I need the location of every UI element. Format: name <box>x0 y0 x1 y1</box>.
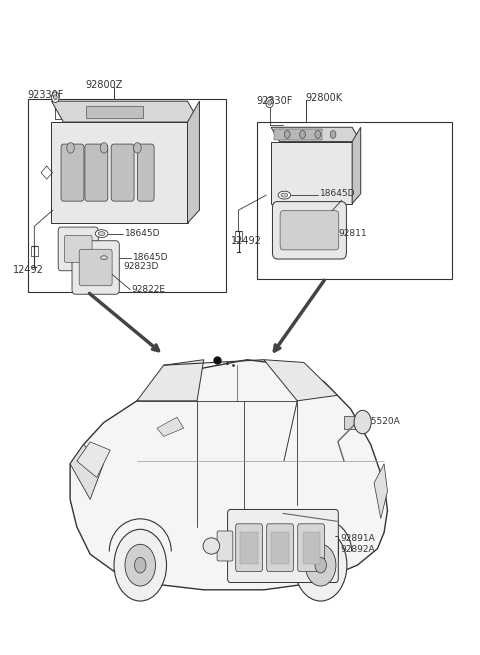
Circle shape <box>315 557 326 573</box>
FancyBboxPatch shape <box>72 241 119 294</box>
Ellipse shape <box>98 232 105 236</box>
FancyBboxPatch shape <box>111 144 134 201</box>
Bar <box>240 532 258 564</box>
Bar <box>274 130 322 140</box>
Circle shape <box>67 143 74 153</box>
Bar <box>86 106 144 118</box>
Text: 92330F: 92330F <box>257 96 293 105</box>
Text: 92330F: 92330F <box>28 90 64 100</box>
Text: 18645D: 18645D <box>124 229 160 238</box>
Bar <box>302 532 320 564</box>
Bar <box>51 122 188 223</box>
FancyBboxPatch shape <box>280 211 339 250</box>
Text: 92891A: 92891A <box>340 534 375 543</box>
Circle shape <box>114 529 167 601</box>
Circle shape <box>100 143 108 153</box>
Circle shape <box>268 100 272 105</box>
FancyBboxPatch shape <box>79 250 112 286</box>
Circle shape <box>354 410 371 434</box>
FancyBboxPatch shape <box>273 202 347 259</box>
Polygon shape <box>70 445 104 499</box>
Polygon shape <box>51 101 199 122</box>
Ellipse shape <box>100 255 108 259</box>
Text: 18645D: 18645D <box>320 189 355 198</box>
Bar <box>271 141 352 204</box>
Ellipse shape <box>278 191 291 199</box>
Circle shape <box>134 557 146 573</box>
FancyBboxPatch shape <box>137 144 154 201</box>
Circle shape <box>51 92 59 102</box>
FancyBboxPatch shape <box>236 524 263 571</box>
FancyBboxPatch shape <box>298 524 324 571</box>
Circle shape <box>133 143 141 153</box>
Polygon shape <box>374 464 387 519</box>
Polygon shape <box>77 442 110 477</box>
Polygon shape <box>188 101 199 223</box>
Text: 92800Z: 92800Z <box>85 80 122 90</box>
Ellipse shape <box>281 193 288 197</box>
FancyBboxPatch shape <box>64 236 92 262</box>
Text: 92800K: 92800K <box>306 93 343 103</box>
Polygon shape <box>137 360 204 401</box>
Bar <box>344 415 356 428</box>
Text: 18645D: 18645D <box>132 253 168 262</box>
Polygon shape <box>157 417 184 436</box>
Circle shape <box>330 130 336 138</box>
Circle shape <box>300 130 305 138</box>
FancyBboxPatch shape <box>85 144 108 201</box>
Ellipse shape <box>203 538 220 554</box>
Polygon shape <box>70 360 387 590</box>
Ellipse shape <box>96 230 108 238</box>
Bar <box>272 532 288 564</box>
FancyBboxPatch shape <box>217 531 233 561</box>
Circle shape <box>266 97 274 107</box>
FancyBboxPatch shape <box>61 144 84 201</box>
FancyBboxPatch shape <box>58 227 98 271</box>
Text: 92892A: 92892A <box>340 545 375 553</box>
Circle shape <box>53 95 57 100</box>
FancyBboxPatch shape <box>267 524 293 571</box>
Polygon shape <box>264 360 337 401</box>
Polygon shape <box>352 127 361 204</box>
Text: 12492: 12492 <box>231 236 262 246</box>
Polygon shape <box>271 127 361 141</box>
Circle shape <box>294 529 347 601</box>
Circle shape <box>284 130 290 138</box>
Text: 95520A: 95520A <box>365 417 400 426</box>
Ellipse shape <box>98 253 110 261</box>
Bar <box>257 122 452 278</box>
Bar <box>28 99 226 291</box>
Circle shape <box>125 544 156 586</box>
Text: 12492: 12492 <box>13 265 44 275</box>
Text: 92811: 92811 <box>339 229 367 238</box>
Circle shape <box>305 544 336 586</box>
Text: 92823D: 92823D <box>123 262 158 271</box>
FancyBboxPatch shape <box>228 510 338 582</box>
Circle shape <box>315 130 321 138</box>
Text: 92822E: 92822E <box>131 285 165 294</box>
